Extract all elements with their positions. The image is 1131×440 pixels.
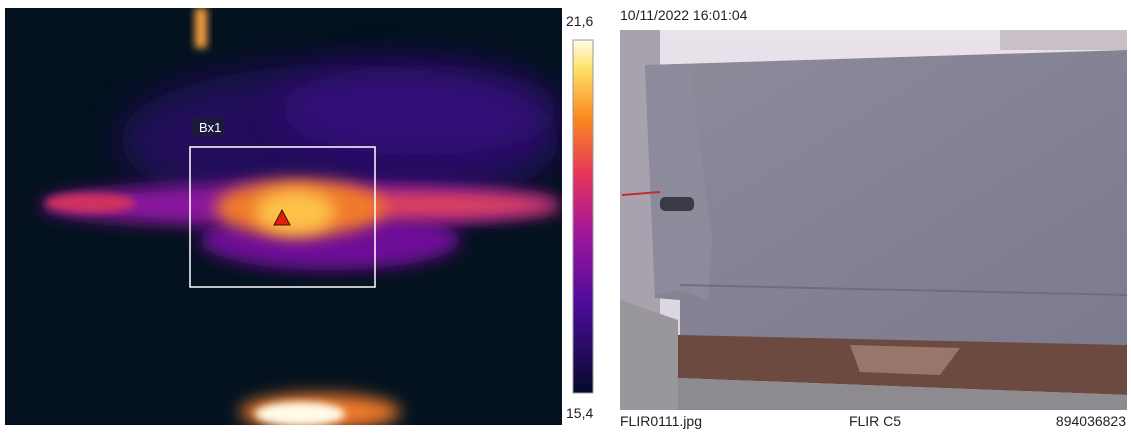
thermal-image: Bx1 xyxy=(5,8,562,430)
color-scale xyxy=(573,40,593,393)
camera-model: FLIR C5 xyxy=(849,413,901,429)
file-name: FLIR0111.jpg xyxy=(620,413,702,429)
box-label: Bx1 xyxy=(199,120,221,135)
scale-max: 21,6 xyxy=(566,13,593,29)
report: Bx1 21,6 15,4 10/11/2022 16:01:04 FLIR01… xyxy=(0,0,1131,435)
visual-photo xyxy=(620,30,1127,410)
serial-number: 894036823 xyxy=(1056,413,1126,429)
page: Bx1 21,6 15,4 10/11/2022 16:01:04 FLIR01… xyxy=(0,0,1131,435)
timestamp: 10/11/2022 16:01:04 xyxy=(620,7,748,23)
scale-min: 15,4 xyxy=(566,405,593,421)
